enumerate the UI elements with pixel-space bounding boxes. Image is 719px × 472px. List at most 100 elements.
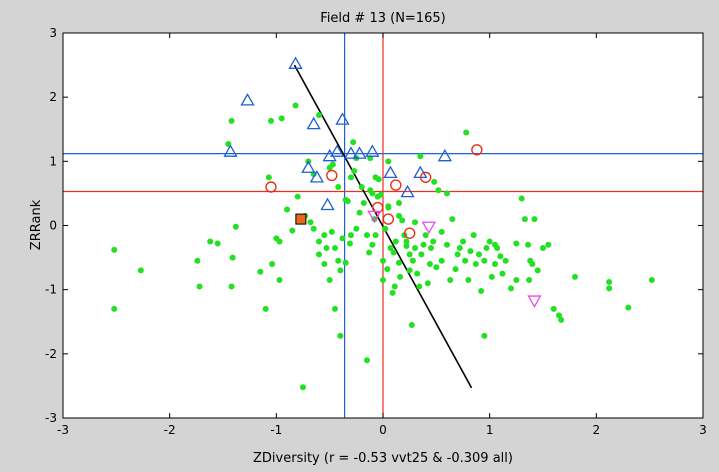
triangle-up-open-point xyxy=(383,165,398,179)
circle-filled-point xyxy=(399,217,406,224)
circle-filled-point xyxy=(438,257,445,264)
circle-open-point xyxy=(326,169,338,182)
circle-filled-point xyxy=(486,238,493,245)
circle-filled-point xyxy=(534,267,541,274)
circle-filled-point xyxy=(289,227,296,234)
circle-filled-point xyxy=(228,283,235,290)
circle-filled-point xyxy=(430,238,437,245)
circle-filled-point xyxy=(391,283,398,290)
circle-filled-point xyxy=(364,232,370,239)
circle-filled-point xyxy=(348,174,354,181)
circle-filled-point xyxy=(265,174,272,181)
circle-filled-point xyxy=(372,174,379,181)
circle-filled-point xyxy=(385,204,392,211)
square-filled-point xyxy=(295,213,307,225)
circle-filled-point xyxy=(406,267,413,274)
circle-filled-point xyxy=(292,102,299,109)
circle-filled-point xyxy=(214,240,221,247)
circle-filled-point xyxy=(572,273,578,280)
circle-filled-point xyxy=(342,196,349,203)
circle-filled-point xyxy=(472,261,479,267)
circle-filled-point xyxy=(403,243,410,250)
circle-filled-point xyxy=(444,241,450,248)
triangle-up-open-point xyxy=(306,116,321,130)
triangle-down-open-point xyxy=(527,295,542,308)
triangle-up-open-point xyxy=(335,112,350,125)
circle-filled-point xyxy=(497,253,504,260)
circle-filled-point xyxy=(463,129,470,136)
circle-filled-point xyxy=(406,251,413,258)
circle-filled-point xyxy=(360,200,367,207)
circle-filled-point xyxy=(408,321,415,328)
circle-filled-point xyxy=(335,257,342,264)
circle-filled-point xyxy=(447,277,454,284)
circle-filled-point xyxy=(492,241,498,248)
triangle-up-open-point xyxy=(309,170,324,183)
triangle-up-open-point xyxy=(288,56,303,69)
circle-filled-point xyxy=(339,235,346,242)
circle-filled-point xyxy=(262,305,269,312)
circle-filled-point xyxy=(540,244,546,251)
triangle-up-open-point xyxy=(320,197,335,211)
x-tick-label: 1 xyxy=(486,423,494,437)
circle-filled-point xyxy=(625,304,632,311)
circle-filled-point xyxy=(276,277,283,284)
circle-filled-point xyxy=(369,190,376,197)
circle-filled-point xyxy=(396,212,402,219)
circle-filled-point xyxy=(364,357,370,364)
circle-filled-point xyxy=(422,232,429,239)
circle-filled-point xyxy=(137,267,144,274)
circle-filled-point xyxy=(556,312,562,319)
circle-filled-point xyxy=(476,251,482,258)
circle-filled-point xyxy=(310,225,317,232)
circle-filled-point xyxy=(390,249,397,256)
circle-filled-point xyxy=(276,238,283,245)
circle-filled-point xyxy=(460,238,466,245)
triangle-up-open-point xyxy=(352,146,367,159)
regression-line-group xyxy=(293,64,473,389)
circle-filled-point xyxy=(481,257,488,264)
circle-filled-point xyxy=(483,244,490,251)
circle-filled-point xyxy=(371,216,378,223)
circle-filled-point xyxy=(492,261,498,267)
circle-filled-point xyxy=(337,332,344,339)
x-tick-label: -1 xyxy=(270,423,282,437)
circle-open-point xyxy=(371,201,384,214)
reference-lines xyxy=(63,33,703,418)
circle-open-point xyxy=(390,179,402,191)
circle-filled-point xyxy=(326,277,333,284)
circle-filled-point xyxy=(384,266,391,273)
triangle-up-open-point xyxy=(437,148,452,162)
circle-filled-point xyxy=(508,285,514,292)
circle-filled-point xyxy=(418,251,425,258)
circle-filled-point xyxy=(412,219,418,226)
circle-filled-point xyxy=(369,241,376,248)
circle-open-point xyxy=(419,171,432,184)
circle-filled-point xyxy=(356,209,363,216)
circle-filled-point xyxy=(316,112,322,119)
circle-filled-point xyxy=(377,191,384,198)
circle-filled-point xyxy=(465,277,472,284)
circle-filled-point xyxy=(414,270,421,277)
circle-filled-point xyxy=(207,238,214,245)
circle-filled-point xyxy=(606,278,613,285)
circle-filled-point xyxy=(372,232,379,239)
circle-filled-point xyxy=(499,270,506,277)
y-tick-label: -2 xyxy=(45,347,57,361)
circle-filled-point xyxy=(380,277,386,284)
circle-filled-point xyxy=(321,261,328,267)
regression-line xyxy=(293,64,473,389)
circle-filled-point xyxy=(438,228,445,235)
circle-filled-point xyxy=(435,187,442,194)
circle-filled-point xyxy=(284,206,290,213)
circle-filled-point xyxy=(350,139,357,146)
circle-filled-point xyxy=(387,244,394,251)
circle-filled-point xyxy=(478,287,485,294)
circle-open-point xyxy=(471,144,483,156)
circle-filled-point xyxy=(278,115,285,122)
circle-filled-point xyxy=(426,261,433,267)
circle-filled-point xyxy=(518,195,525,202)
circle-filled-point xyxy=(194,257,201,264)
circle-filled-point xyxy=(229,254,236,261)
